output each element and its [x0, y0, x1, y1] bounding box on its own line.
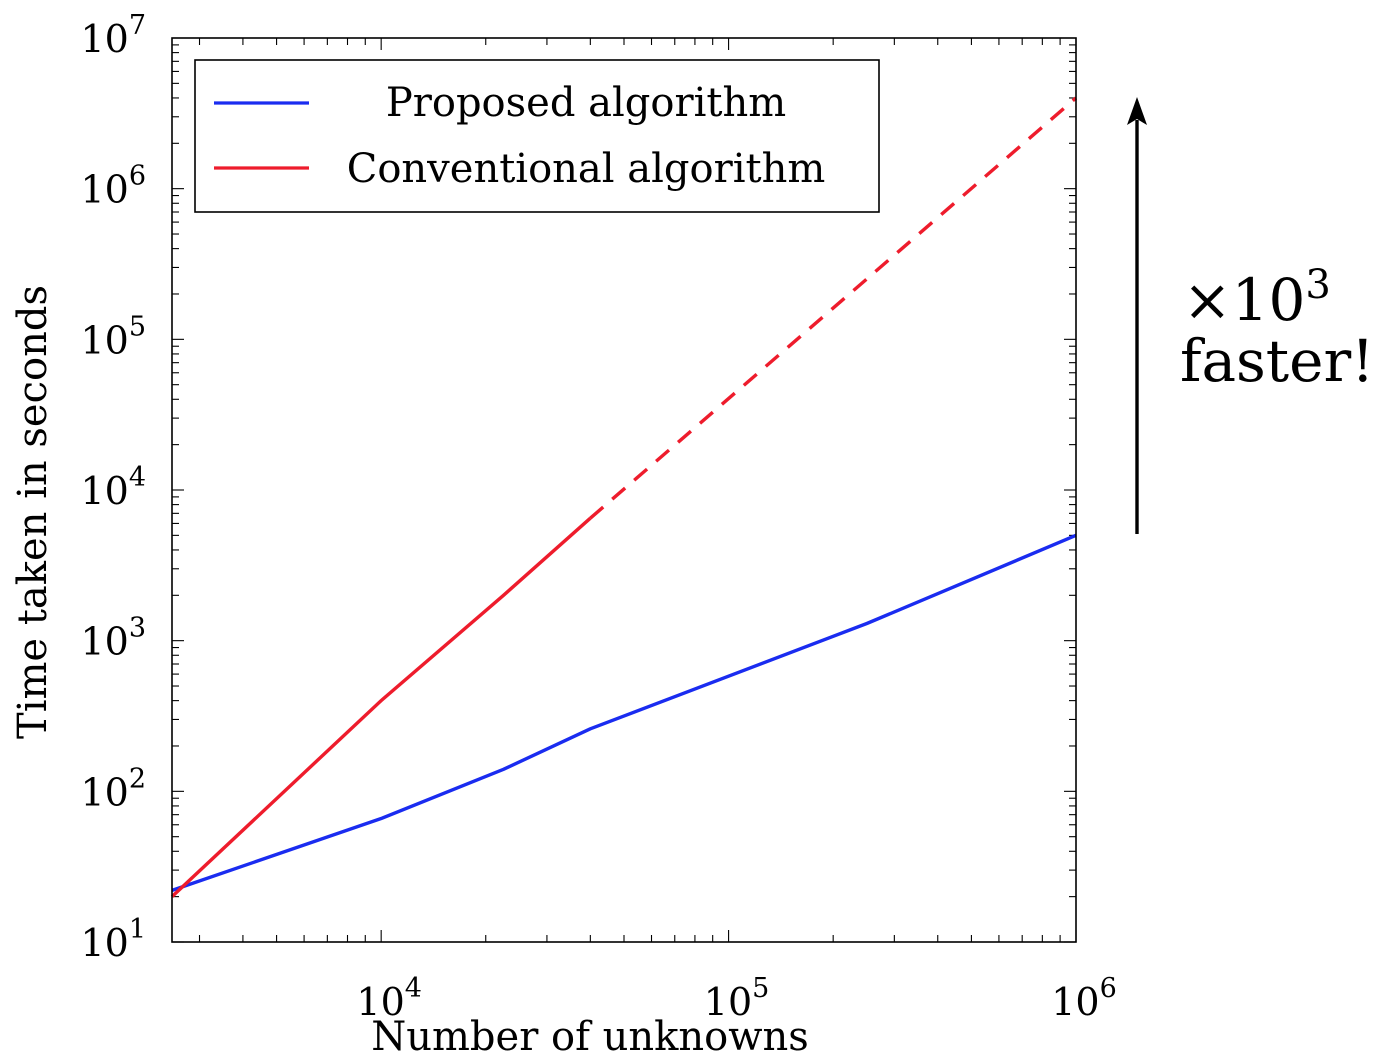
series-line-2: [589, 96, 1078, 520]
y-tick-label: 103: [80, 613, 146, 664]
x-axis-label: Number of unknowns: [371, 1014, 809, 1060]
speedup-annotation: ×103 faster!: [1127, 97, 1374, 534]
series-layer: [170, 96, 1078, 898]
y-tick-label: 101: [80, 914, 146, 965]
x-tick-label: 104: [356, 973, 422, 1024]
minor-ticks: [172, 38, 1077, 943]
y-tick-label: 102: [80, 763, 146, 814]
y-tick-label: 104: [80, 462, 146, 513]
speedup-text: faster!: [1180, 327, 1374, 395]
tick-labels: 101 102 103 104 105 106 107 104 105 106: [80, 10, 1116, 1024]
plot-frame: [171, 37, 1077, 943]
series-line-0: [171, 533, 1077, 893]
y-tick-label: 107: [80, 10, 146, 61]
legend: Proposed algorithm Conventional algorith…: [194, 59, 880, 213]
legend-label-conventional: Conventional algorithm: [347, 146, 826, 192]
x-tick-label: 106: [1051, 973, 1117, 1024]
x-tick-label: 105: [704, 973, 770, 1024]
speedup-factor: ×103: [1183, 262, 1331, 334]
legend-label-proposed: Proposed algorithm: [386, 80, 786, 126]
y-axis-label: Time taken in seconds: [10, 285, 56, 739]
legend-box: [194, 59, 880, 213]
series-line-1: [170, 516, 592, 898]
speedup-arrow-head: [1127, 97, 1147, 125]
y-tick-label: 106: [80, 161, 146, 212]
y-tick-label: 105: [80, 311, 146, 362]
speedup-exponent: 3: [1305, 262, 1330, 308]
